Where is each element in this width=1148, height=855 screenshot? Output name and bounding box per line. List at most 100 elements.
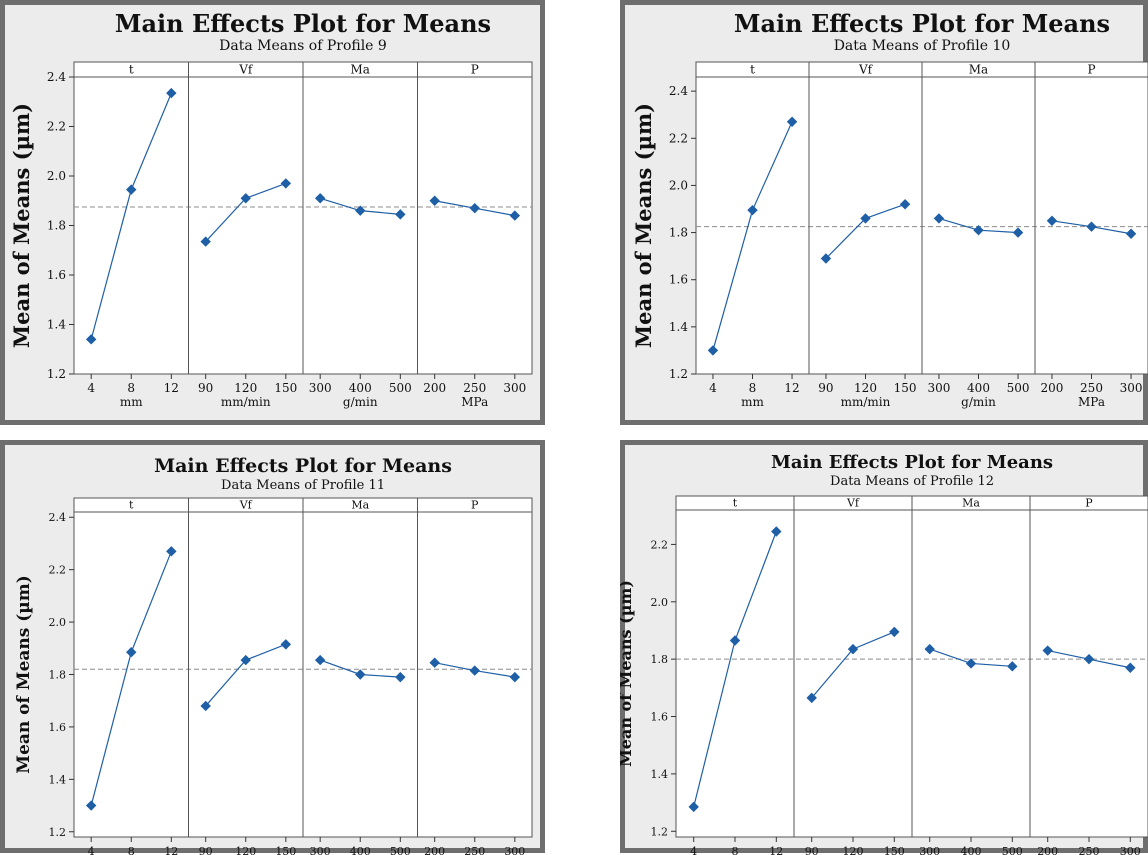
factor-strip-label: Vf <box>239 499 253 512</box>
y-tick-label: 1.8 <box>47 219 66 233</box>
data-point <box>1086 221 1097 232</box>
factor-unit-label: g/min <box>961 395 996 409</box>
factor-unit-label: mm <box>741 395 764 409</box>
data-point <box>965 658 977 669</box>
y-tick-label: 1.8 <box>651 653 669 666</box>
x-tick-label: 120 <box>843 845 864 855</box>
x-tick-label: 150 <box>274 381 297 395</box>
x-tick-label: 400 <box>961 845 982 855</box>
data-point <box>469 665 480 676</box>
data-point <box>933 213 945 224</box>
x-tick-label: 250 <box>464 845 485 855</box>
y-tick-label: 1.4 <box>49 773 67 786</box>
y-tick-label: 2.4 <box>47 70 66 84</box>
y-tick-label: 2.2 <box>47 120 66 134</box>
data-point <box>1083 653 1095 665</box>
data-point <box>280 178 292 189</box>
data-point <box>200 236 211 247</box>
x-tick-label: 12 <box>164 845 178 855</box>
data-point <box>240 193 251 204</box>
factor-strip-label: P <box>471 63 479 77</box>
x-tick-label: 4 <box>690 845 697 855</box>
x-tick-label: 300 <box>919 845 940 855</box>
factor-unit-label: mm/min <box>221 395 271 409</box>
y-tick-label: 1.8 <box>49 669 67 682</box>
chart-title: Main Effects Plot for Means <box>771 452 1053 473</box>
x-tick-label: 200 <box>423 381 446 395</box>
x-tick-label: 200 <box>1040 381 1063 395</box>
data-point <box>395 209 406 220</box>
y-tick-label: 1.2 <box>49 826 67 839</box>
x-tick-label: 4 <box>88 845 95 855</box>
chart-panel-profile-10: Main Effects Plot for Means Data Means of… <box>620 0 1148 428</box>
x-tick-label: 8 <box>127 381 135 395</box>
x-tick-label: 250 <box>1080 381 1103 395</box>
y-tick-label: 1.4 <box>669 320 688 334</box>
x-tick-label: 400 <box>350 845 371 855</box>
chart-subtitle: Data Means of Profile 11 <box>221 478 385 493</box>
data-point <box>707 345 719 356</box>
y-tick-label: 1.4 <box>651 768 669 781</box>
y-tick-label: 1.2 <box>669 367 688 381</box>
y-tick-label: 1.6 <box>49 721 67 734</box>
factor-strip-label: Ma <box>969 63 988 77</box>
data-point <box>786 116 798 127</box>
chart-title: Main Effects Plot for Means <box>734 9 1110 38</box>
data-point <box>729 635 741 646</box>
data-point <box>469 202 480 214</box>
data-point <box>899 199 911 210</box>
y-tick-label: 2.0 <box>49 616 67 629</box>
data-point <box>126 647 137 658</box>
y-axis-label: Mean of Means (µm) <box>631 103 656 348</box>
x-tick-label: 200 <box>1037 845 1058 855</box>
factor-strip-label: P <box>1085 497 1093 510</box>
data-point <box>85 800 97 811</box>
data-point <box>1125 228 1137 239</box>
y-tick-label: 1.8 <box>669 226 688 240</box>
x-tick-label: 300 <box>309 381 332 395</box>
y-tick-label: 2.0 <box>47 169 66 183</box>
factor-strip-label: t <box>750 63 755 77</box>
x-tick-label: 300 <box>1120 381 1143 395</box>
x-tick-label: 12 <box>784 381 799 395</box>
factor-unit-label: g/min <box>343 395 378 409</box>
factor-strip-label: Vf <box>846 497 860 510</box>
factor-strip-label: t <box>129 63 134 77</box>
factor-strip-label: t <box>733 497 738 510</box>
chart-panel-profile-12: Main Effects Plot for Means Data Means of… <box>620 440 1148 855</box>
data-point <box>85 334 97 345</box>
y-tick-label: 1.6 <box>47 268 66 282</box>
y-tick-label: 2.0 <box>669 178 688 192</box>
data-point <box>747 204 758 216</box>
data-point <box>1042 645 1053 656</box>
x-tick-label: 500 <box>1007 381 1030 395</box>
y-tick-label: 1.2 <box>47 367 66 381</box>
data-point <box>806 692 817 704</box>
data-point <box>771 526 782 537</box>
data-point <box>314 654 326 666</box>
x-tick-label: 300 <box>310 845 331 855</box>
data-point <box>1007 661 1018 672</box>
data-point <box>200 700 211 712</box>
data-point <box>509 671 521 683</box>
x-tick-label: 200 <box>424 845 445 855</box>
x-tick-label: 120 <box>235 845 256 855</box>
x-tick-label: 250 <box>1079 845 1100 855</box>
x-tick-label: 300 <box>504 845 525 855</box>
data-point <box>973 225 984 236</box>
x-tick-label: 90 <box>805 845 819 855</box>
x-tick-label: 400 <box>349 381 372 395</box>
data-point <box>889 626 900 638</box>
x-tick-label: 300 <box>927 381 950 395</box>
data-point <box>509 210 521 221</box>
data-point <box>166 87 177 99</box>
factor-strip-label: Vf <box>238 63 254 77</box>
x-tick-label: 90 <box>199 845 213 855</box>
data-point <box>1125 662 1136 673</box>
factor-strip-label: Vf <box>858 63 874 77</box>
x-tick-label: 300 <box>503 381 526 395</box>
x-tick-label: 500 <box>1002 845 1023 855</box>
chart-title: Main Effects Plot for Means <box>154 455 452 477</box>
